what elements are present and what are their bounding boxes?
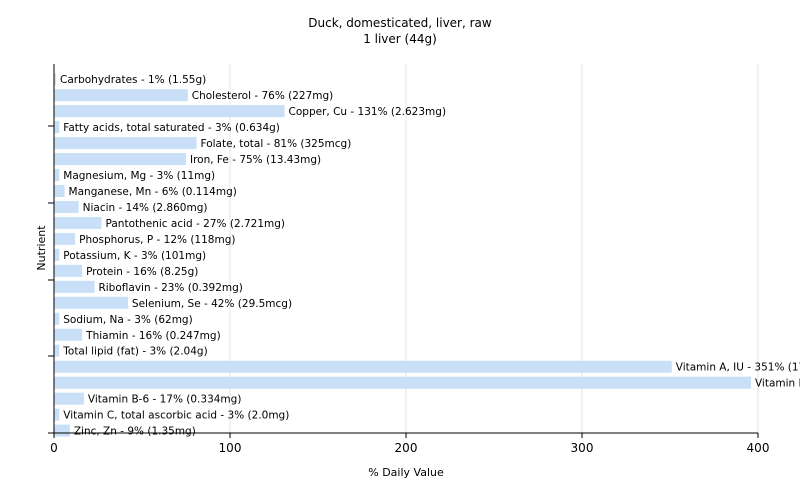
bar-label: Carbohydrates - 1% (1.55g) xyxy=(60,74,206,86)
bar xyxy=(54,216,102,229)
bar-label: Zinc, Zn - 9% (1.35mg) xyxy=(74,426,196,438)
bar-label: Potassium, K - 3% (101mg) xyxy=(63,250,206,262)
bar-label: Protein - 16% (8.25g) xyxy=(86,266,198,278)
x-tick-label: 200 xyxy=(395,441,418,455)
bar-label: Selenium, Se - 42% (29.5mcg) xyxy=(132,298,292,310)
bar-label: Cholesterol - 76% (227mg) xyxy=(192,90,334,102)
bar xyxy=(54,184,65,197)
bar-label: Magnesium, Mg - 3% (11mg) xyxy=(63,170,215,182)
axes: 0 100 200 300 400 xyxy=(48,64,769,455)
bar xyxy=(54,408,60,421)
chart-title-block: Duck, domesticated, liver, raw 1 liver (… xyxy=(0,15,800,47)
bar-label: Copper, Cu - 131% (2.623mg) xyxy=(289,106,447,118)
bar xyxy=(54,232,76,245)
bar-label: Folate, total - 81% (325mcg) xyxy=(201,138,352,150)
bar xyxy=(54,312,60,325)
bar-label: Iron, Fe - 75% (13.43mg) xyxy=(190,154,321,166)
bar-label: Pantothenic acid - 27% (2.721mg) xyxy=(106,218,285,230)
bar xyxy=(54,89,188,102)
x-tick-label: 300 xyxy=(571,441,594,455)
chart-title: Duck, domesticated, liver, raw xyxy=(308,16,492,30)
bar xyxy=(54,153,186,166)
bar-label: Vitamin C, total ascorbic acid - 3% (2.0… xyxy=(63,410,289,422)
bar xyxy=(54,376,751,389)
bar xyxy=(54,200,79,213)
bar xyxy=(54,248,60,261)
bar xyxy=(54,73,56,86)
x-tick-label: 100 xyxy=(219,441,242,455)
bar xyxy=(54,424,70,437)
y-axis-label: Nutrient xyxy=(35,225,48,271)
bar-label: Vitamin A, IU - 351% (17559IU) xyxy=(676,362,800,374)
chart-subtitle: 1 liver (44g) xyxy=(363,32,437,46)
bar xyxy=(54,296,128,309)
bar-label: Vitamin B-6 - 17% (0.334mg) xyxy=(88,394,242,406)
x-axis-label: % Daily Value xyxy=(368,466,444,479)
bar xyxy=(54,360,672,373)
bar xyxy=(54,344,60,357)
bar-label: Total lipid (fat) - 3% (2.04g) xyxy=(62,346,207,358)
bar xyxy=(54,280,95,293)
bar-label: Phosphorus, P - 12% (118mg) xyxy=(79,234,235,246)
bar-labels: Carbohydrates - 1% (1.55g) Cholesterol - … xyxy=(60,74,800,437)
bar-label: Niacin - 14% (2.860mg) xyxy=(83,202,208,214)
bar xyxy=(54,169,60,182)
bar-label: Riboflavin - 23% (0.392mg) xyxy=(98,282,242,294)
bar xyxy=(54,264,83,277)
x-tick-label: 0 xyxy=(50,441,58,455)
bar xyxy=(54,328,83,341)
bar xyxy=(54,137,197,150)
bar xyxy=(54,392,84,405)
bar-label: Manganese, Mn - 6% (0.114mg) xyxy=(69,186,237,198)
bar xyxy=(54,105,285,118)
x-tick-label: 400 xyxy=(747,441,770,455)
bar xyxy=(54,121,60,134)
bar-label: Sodium, Na - 3% (62mg) xyxy=(63,314,192,326)
bar-label: Vitamin B-12 - 396% (23.76mcg) xyxy=(755,378,800,390)
bar-label: Thiamin - 16% (0.247mg) xyxy=(85,330,221,342)
bars xyxy=(54,73,751,437)
bar-label: Fatty acids, total saturated - 3% (0.634… xyxy=(63,122,280,134)
